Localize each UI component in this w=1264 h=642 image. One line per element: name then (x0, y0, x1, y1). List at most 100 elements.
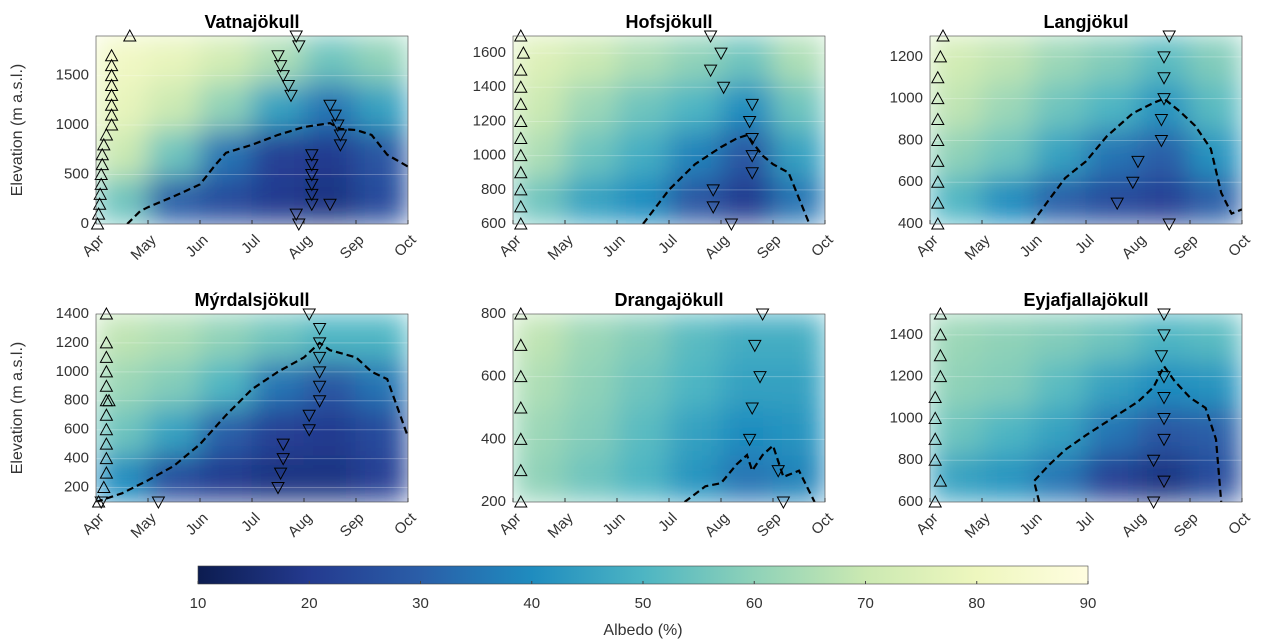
y-tick-label: 400 (481, 430, 506, 447)
heatmap-cell (513, 314, 566, 362)
up-marker (933, 348, 948, 362)
heatmap-cell (930, 129, 983, 178)
colorbar-tick-label: 70 (857, 595, 874, 612)
x-tick-label: Jun (183, 232, 212, 261)
up-marker (90, 216, 105, 230)
down-marker (1162, 218, 1177, 232)
down-marker (1110, 197, 1125, 211)
up-marker (93, 187, 108, 200)
up-marker (94, 167, 109, 181)
heatmap-cell (513, 360, 566, 409)
heatmap-cell (147, 129, 201, 178)
up-marker (95, 147, 110, 161)
heatmap (930, 314, 1242, 502)
down-marker (745, 167, 760, 180)
heatmap-cell (930, 454, 983, 502)
heatmap-cell (355, 82, 408, 131)
y-tick-label: 800 (898, 451, 923, 468)
heatmap-cell (147, 360, 201, 409)
heatmap-cell (513, 454, 566, 502)
up-marker (104, 68, 119, 82)
snowline (126, 121, 408, 224)
heatmap-cell (1033, 129, 1087, 178)
y-tick-label: 800 (481, 181, 506, 198)
up-marker (99, 437, 114, 450)
down-marker (273, 60, 288, 73)
down-marker (312, 395, 327, 408)
up-marker (513, 63, 528, 76)
heatmap-cell (981, 36, 1035, 84)
heatmap-cell (1189, 176, 1242, 224)
heatmap-cell (355, 407, 408, 456)
heatmap-cell (96, 129, 149, 178)
heatmap-cell (981, 82, 1035, 131)
down-marker (289, 208, 304, 222)
heatmap-cell (1137, 360, 1191, 409)
heatmap (930, 36, 1242, 224)
heatmap-cell (513, 407, 566, 456)
down-marker (1154, 350, 1169, 363)
up-marker (933, 306, 948, 320)
x-tick-label: May (962, 231, 994, 263)
down-marker (304, 198, 319, 212)
heatmap-cell (147, 454, 201, 502)
down-marker (1157, 433, 1171, 447)
heatmap-cell (720, 407, 774, 456)
panel-title: Hofsjökull (625, 12, 712, 32)
down-marker (281, 79, 296, 93)
down-marker (333, 139, 348, 152)
down-marker (94, 496, 109, 510)
heatmap-cell (1085, 314, 1139, 362)
up-marker (122, 28, 137, 42)
x-tick-label: May (545, 231, 577, 263)
heatmap-cell (1189, 82, 1242, 131)
heatmap-cell (1137, 314, 1191, 362)
up-marker (930, 154, 945, 167)
heatmap-cell (981, 454, 1035, 502)
up-marker (96, 480, 111, 494)
colorbar-tick-label: 60 (746, 595, 763, 612)
y-tick-label: 600 (64, 421, 89, 438)
up-marker (104, 58, 119, 72)
down-marker (747, 339, 762, 353)
heatmap-cell (355, 36, 408, 84)
down-marker (1157, 93, 1171, 106)
heatmap-cell (199, 360, 253, 409)
down-marker (1157, 392, 1171, 405)
down-marker (745, 150, 760, 163)
x-tick-label: Oct (808, 509, 837, 538)
heatmap-cell (668, 360, 722, 409)
heatmap-cell (668, 129, 722, 178)
heatmap-cell (564, 407, 618, 456)
heatmap-cell (981, 176, 1035, 224)
up-marker (513, 432, 528, 445)
up-marker (104, 48, 119, 62)
heatmap-cell (564, 360, 618, 409)
heatmap-cell (1033, 36, 1087, 84)
heatmap (96, 314, 408, 502)
up-marker (930, 216, 945, 230)
heatmap-cell (930, 407, 983, 456)
heatmap-cell (930, 36, 983, 84)
heatmap-cell (1085, 360, 1139, 409)
up-marker (930, 91, 945, 105)
up-marker (99, 364, 114, 378)
heatmap-cell (616, 360, 670, 409)
x-tick-label: Apr (496, 510, 525, 539)
y-tick-label: 200 (481, 493, 506, 510)
heatmap-cell (96, 314, 149, 362)
x-tick-label: Aug (1119, 510, 1150, 541)
heatmap-cell (96, 82, 149, 131)
heatmap-cell (981, 360, 1035, 409)
up-marker (102, 393, 116, 407)
down-marker (271, 50, 285, 63)
up-marker (930, 175, 945, 188)
heatmap-cell (616, 454, 670, 502)
y-tick-label: 800 (481, 305, 506, 322)
up-marker (99, 335, 114, 349)
heatmap-cell (251, 407, 305, 456)
down-marker (1157, 371, 1171, 384)
up-marker (91, 494, 106, 508)
up-marker (933, 49, 948, 63)
heatmap-cell (1033, 407, 1087, 456)
